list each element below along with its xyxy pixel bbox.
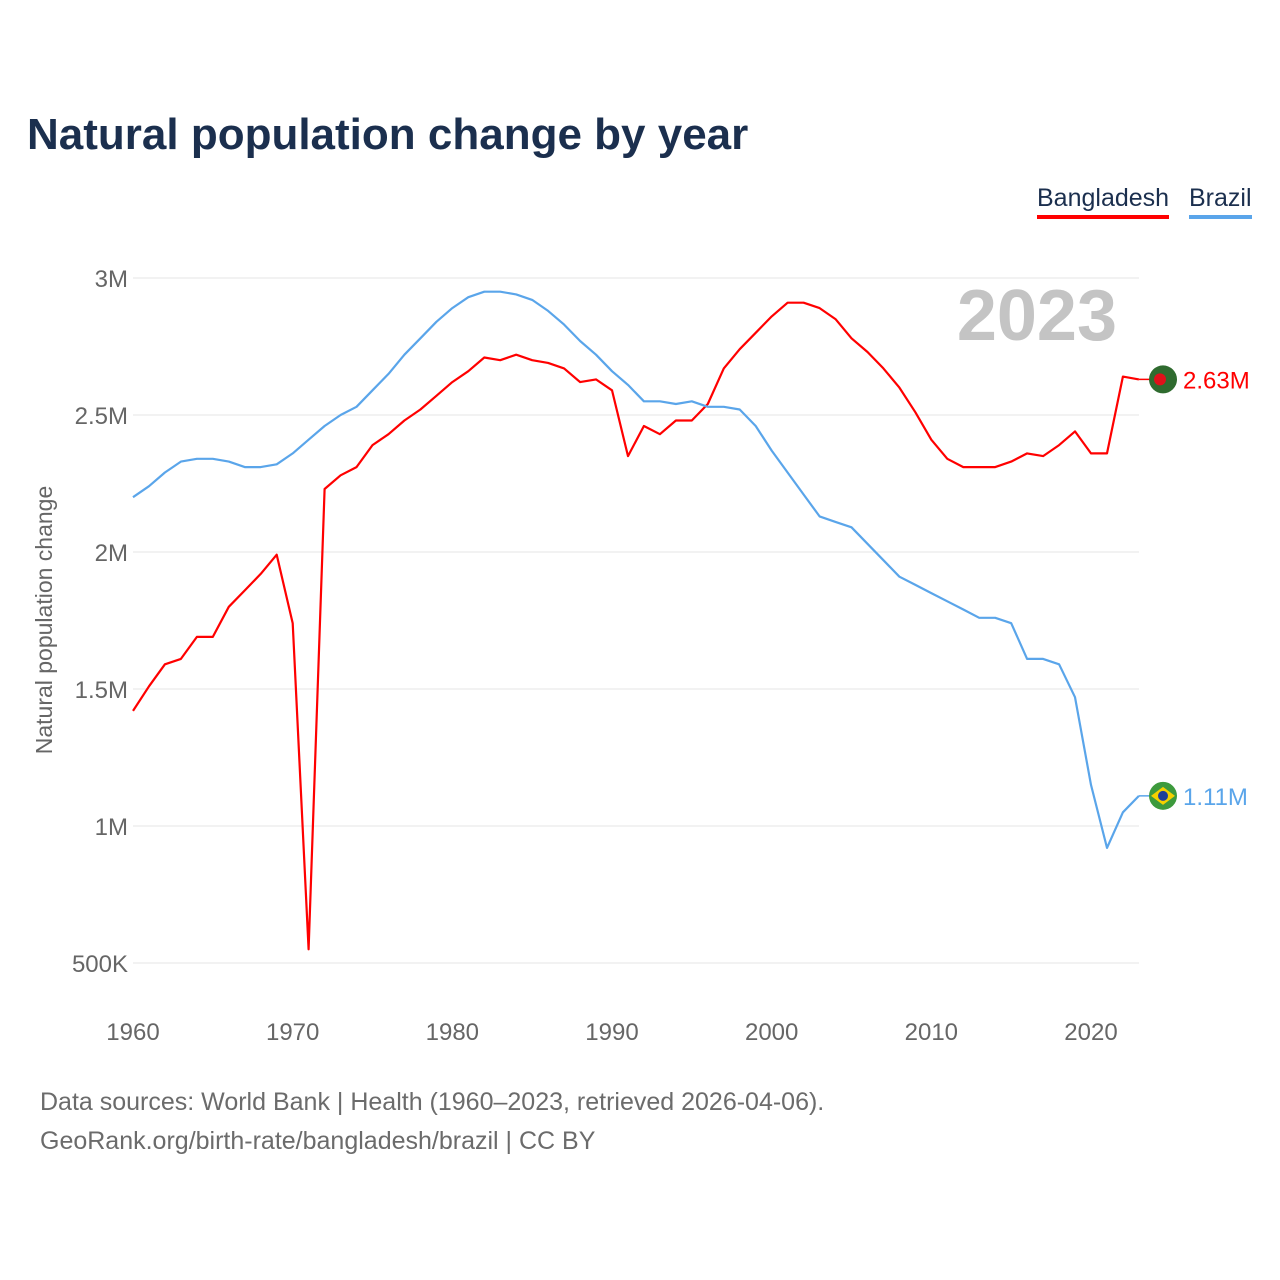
brazil-flag-globe	[1158, 790, 1168, 801]
chart-title: Natural population change by year	[27, 110, 749, 159]
x-tick-label: 1960	[106, 1019, 159, 1046]
end-value-label: 2.63M	[1183, 367, 1250, 394]
y-axis-label: Natural population change	[31, 486, 57, 755]
x-tick-label: 1970	[266, 1019, 319, 1046]
y-tick-label: 1.5M	[75, 677, 128, 704]
legend-bangladesh[interactable]: Bangladesh	[1037, 184, 1170, 219]
series-line-bangladesh	[132, 301, 1140, 951]
x-tick-label: 1980	[426, 1019, 479, 1046]
year-watermark: 2023	[957, 276, 1117, 356]
x-tick-label: 2010	[905, 1019, 958, 1046]
y-tick-label: 3M	[95, 266, 128, 293]
y-tick-label: 1M	[95, 814, 128, 841]
legend-brazil[interactable]: Brazil	[1189, 184, 1252, 219]
x-tick-label: 2020	[1064, 1019, 1117, 1046]
end-value-label: 1.11M	[1183, 784, 1248, 811]
x-tick-label: 2000	[745, 1019, 798, 1046]
source-link[interactable]: GeoRank.org/birth-rate/bangladesh/brazil…	[40, 1127, 596, 1155]
x-tick-label: 1990	[585, 1019, 638, 1046]
y-tick-label: 2.5M	[75, 403, 128, 430]
bangladesh-flag-disc	[1154, 373, 1166, 386]
y-tick-label: 500K	[72, 951, 128, 978]
y-tick-label: 2M	[95, 540, 128, 567]
source-line: Data sources: World Bank | Health (1960–…	[40, 1088, 825, 1116]
series-line-brazil	[132, 290, 1140, 850]
